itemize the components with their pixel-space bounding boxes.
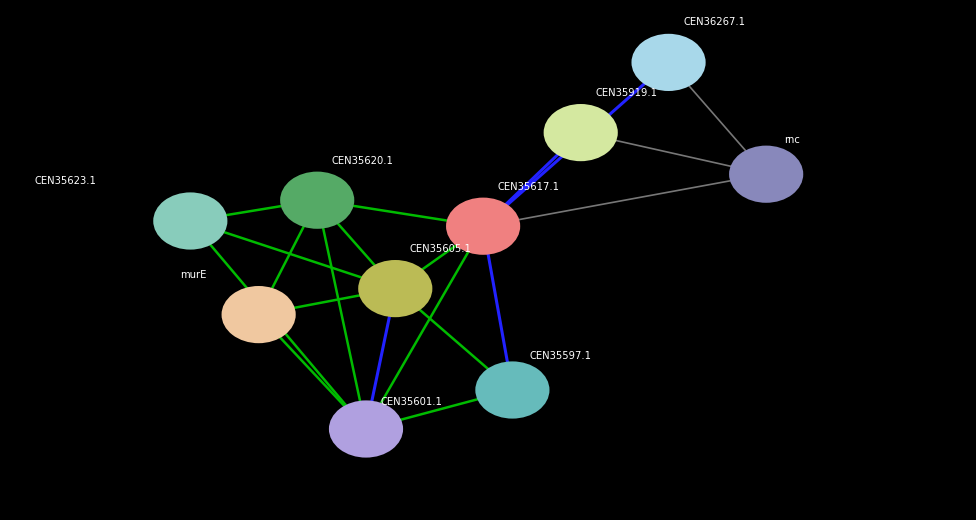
Text: CEN35623.1: CEN35623.1 [34,176,96,187]
Text: CEN35601.1: CEN35601.1 [381,397,442,407]
Ellipse shape [544,104,618,161]
Ellipse shape [329,400,403,458]
Text: murE: murE [181,270,207,280]
Text: CEN35597.1: CEN35597.1 [530,350,592,361]
Ellipse shape [446,198,520,255]
Text: CEN35617.1: CEN35617.1 [498,181,560,192]
Ellipse shape [222,286,296,343]
Text: CEN35620.1: CEN35620.1 [332,155,393,166]
Ellipse shape [153,192,227,250]
Ellipse shape [280,172,354,229]
Text: CEN36267.1: CEN36267.1 [683,17,746,27]
Text: rnc: rnc [784,135,799,145]
Ellipse shape [475,361,549,419]
Ellipse shape [729,146,803,203]
Text: CEN35605.1: CEN35605.1 [410,244,471,254]
Ellipse shape [631,34,706,91]
Text: CEN35919.1: CEN35919.1 [595,88,658,98]
Ellipse shape [358,260,432,317]
